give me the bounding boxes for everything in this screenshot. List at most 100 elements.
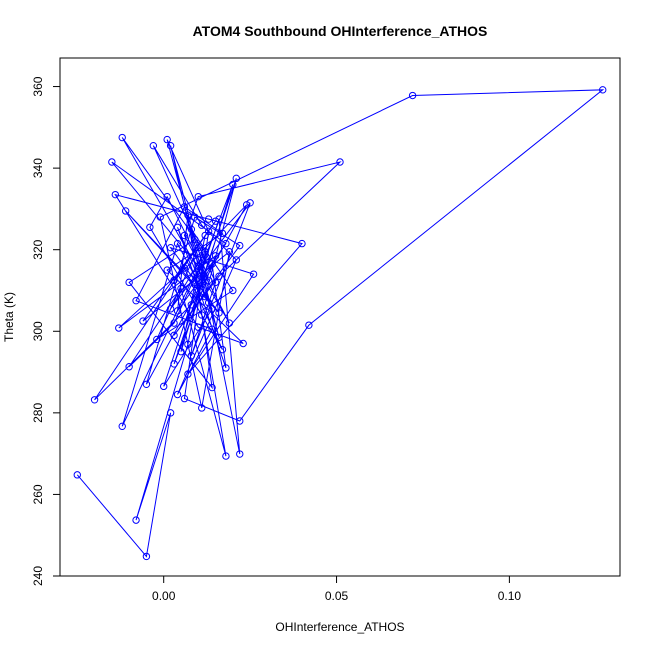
data-point bbox=[239, 339, 247, 348]
data-point bbox=[163, 266, 171, 274]
data-point bbox=[201, 250, 209, 259]
data-point bbox=[232, 174, 240, 183]
data-point bbox=[222, 452, 230, 460]
data-point bbox=[166, 305, 175, 313]
data-point bbox=[173, 223, 182, 231]
data-point bbox=[180, 264, 189, 272]
data-point bbox=[156, 213, 164, 221]
y-tick-label: 280 bbox=[31, 403, 45, 423]
data-point bbox=[90, 396, 99, 404]
y-tick-label: 360 bbox=[31, 76, 45, 96]
data-point bbox=[118, 133, 126, 142]
data-point bbox=[111, 190, 120, 199]
data-point bbox=[187, 225, 196, 234]
data-point bbox=[222, 364, 230, 372]
data-point bbox=[599, 86, 607, 94]
data-point bbox=[166, 243, 175, 252]
data-point bbox=[132, 516, 140, 524]
data-point bbox=[204, 276, 213, 284]
data-point bbox=[208, 260, 216, 268]
data-point bbox=[194, 192, 202, 201]
y-axis: 240 260 280 300 320 340 360 bbox=[31, 76, 61, 586]
data-point bbox=[173, 307, 182, 315]
data-point bbox=[170, 319, 178, 327]
data-point bbox=[191, 213, 199, 221]
data-point bbox=[208, 383, 216, 392]
data-point bbox=[236, 417, 244, 425]
data-point bbox=[170, 331, 178, 340]
data-point bbox=[170, 276, 178, 284]
data-point bbox=[194, 262, 202, 270]
data-point bbox=[125, 278, 133, 287]
data-point bbox=[198, 311, 206, 319]
data-point bbox=[236, 450, 244, 458]
data-point bbox=[180, 231, 189, 240]
data-point bbox=[201, 231, 209, 240]
data-point bbox=[204, 215, 213, 223]
data-point bbox=[211, 252, 220, 260]
data-point bbox=[236, 241, 244, 250]
data-point bbox=[180, 394, 189, 403]
data-point bbox=[208, 325, 216, 333]
data-point bbox=[218, 229, 227, 238]
data-point bbox=[163, 135, 171, 144]
y-tick-label: 260 bbox=[31, 484, 45, 504]
data-point bbox=[132, 296, 140, 305]
data-point bbox=[336, 158, 344, 166]
data-point bbox=[201, 248, 209, 256]
data-point bbox=[198, 221, 206, 229]
data-point bbox=[204, 299, 213, 307]
data-point bbox=[73, 471, 81, 479]
x-tick-label: 0.00 bbox=[152, 589, 176, 603]
data-point bbox=[187, 352, 196, 360]
data-point bbox=[191, 280, 199, 289]
data-point bbox=[215, 333, 223, 342]
data-point bbox=[225, 248, 234, 256]
data-point bbox=[177, 347, 185, 356]
data-point bbox=[249, 270, 258, 278]
y-tick-label: 300 bbox=[31, 321, 45, 341]
data-point bbox=[215, 272, 223, 280]
plot-frame bbox=[59, 57, 621, 577]
data-point bbox=[139, 317, 147, 325]
x-axis-label: OHInterference_ATHOS bbox=[275, 620, 404, 634]
data-point bbox=[115, 324, 123, 332]
data-point bbox=[229, 180, 237, 189]
series-line bbox=[76, 89, 605, 558]
data-point bbox=[232, 256, 240, 264]
chart-title: ATOM4 Southbound OHInterference_ATHOS bbox=[193, 23, 488, 39]
data-point bbox=[246, 199, 254, 207]
data-point bbox=[160, 382, 168, 391]
data-point bbox=[191, 270, 199, 278]
y-tick-label: 320 bbox=[31, 239, 45, 259]
data-point bbox=[184, 370, 192, 378]
data-point bbox=[225, 319, 234, 327]
data-point bbox=[153, 335, 161, 344]
data-point bbox=[142, 380, 151, 388]
y-tick-label: 240 bbox=[31, 566, 45, 586]
data-point bbox=[208, 305, 216, 313]
data-point bbox=[149, 141, 158, 150]
y-axis-label: Theta (K) bbox=[2, 292, 16, 342]
data-point bbox=[166, 409, 175, 417]
data-point bbox=[125, 363, 133, 371]
data-point bbox=[222, 239, 230, 248]
data-point bbox=[108, 158, 116, 166]
data-point bbox=[305, 321, 313, 329]
data-point bbox=[218, 345, 227, 354]
data-point bbox=[298, 239, 306, 248]
data-point bbox=[198, 404, 206, 412]
x-tick-label: 0.10 bbox=[498, 589, 522, 603]
data-point bbox=[173, 239, 182, 248]
data-point bbox=[215, 309, 223, 317]
y-tick-label: 340 bbox=[31, 158, 45, 178]
data-point bbox=[166, 141, 175, 150]
data-point bbox=[408, 91, 417, 100]
data-point bbox=[187, 301, 196, 309]
data-point bbox=[194, 243, 202, 252]
data-point bbox=[211, 278, 220, 287]
data-point bbox=[142, 552, 151, 561]
data-point bbox=[211, 217, 220, 225]
plot-area bbox=[73, 86, 607, 561]
